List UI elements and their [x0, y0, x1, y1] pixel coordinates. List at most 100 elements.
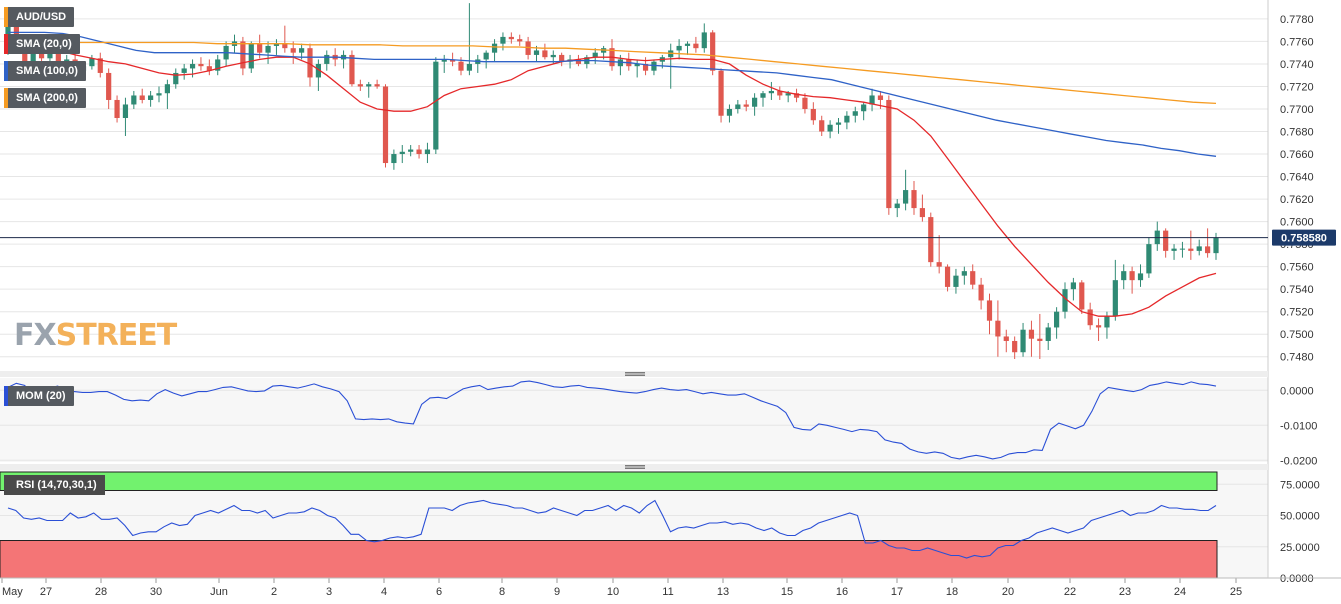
candle: [1121, 264, 1127, 290]
sma20-swatch: [4, 34, 8, 54]
price-tick-label: 0.7780: [1280, 14, 1314, 26]
candle-body: [903, 190, 909, 204]
candle: [106, 68, 112, 109]
candle: [1087, 302, 1093, 330]
candle-body: [1028, 329, 1035, 339]
candle-body: [30, 50, 36, 62]
pane-dividers[interactable]: [0, 371, 1268, 470]
candle: [995, 300, 1001, 357]
candle-body: [684, 43, 691, 46]
x-tick-label: 6: [436, 586, 442, 598]
candle-body: [642, 63, 649, 71]
candle-body: [936, 262, 942, 267]
candle: [542, 43, 548, 60]
legend-sma20[interactable]: SMA (20,0): [4, 34, 80, 54]
candle-body: [953, 275, 959, 287]
candle: [382, 84, 389, 168]
candle-body: [894, 203, 900, 209]
candle-body: [785, 93, 791, 96]
logo-street: STREET: [55, 318, 178, 353]
mom-tick-label: -0.0100: [1280, 420, 1317, 432]
x-tick-label: 24: [1174, 586, 1186, 598]
candle: [844, 111, 850, 130]
candle-body: [1137, 273, 1144, 281]
candle-body: [131, 95, 137, 105]
candle: [768, 81, 774, 100]
candle: [206, 59, 212, 76]
candle: [869, 88, 875, 112]
candle: [89, 54, 95, 70]
candle-body: [1020, 329, 1026, 353]
main-pane-bg: [0, 0, 1268, 370]
mom-pane-bg: [0, 378, 1268, 462]
x-tick-label: 15: [781, 586, 793, 598]
current-price-tag: 0.758580: [0, 229, 1336, 246]
candle: [911, 181, 917, 215]
candle: [198, 57, 204, 71]
candle: [399, 145, 405, 164]
candle: [1054, 307, 1060, 339]
candle: [1003, 329, 1009, 353]
x-tick-label: 20: [1002, 586, 1014, 598]
candle-body: [273, 43, 280, 46]
candle: [391, 149, 397, 170]
candle-body: [869, 95, 875, 105]
x-tick-label: 27: [40, 586, 52, 598]
price-tick-label: 0.7600: [1280, 217, 1314, 229]
candle: [701, 23, 707, 53]
candle: [173, 68, 179, 89]
rsi-line: [7, 499, 1217, 559]
x-tick-label: 23: [1119, 586, 1131, 598]
candle: [970, 264, 976, 290]
price-tick-label: 0.7720: [1280, 81, 1314, 93]
candle-body: [986, 300, 993, 321]
candle: [802, 93, 808, 114]
legend-rsi[interactable]: RSI (14,70,30,1): [4, 475, 105, 495]
candle: [819, 115, 825, 137]
candle-body: [89, 58, 95, 67]
candle-body: [357, 84, 363, 87]
candle: [114, 95, 120, 123]
candle: [416, 145, 422, 159]
candle: [1062, 282, 1068, 319]
main-mom-divider[interactable]: [0, 371, 1268, 377]
price-tick-label: 0.7480: [1280, 352, 1314, 364]
candle-body: [651, 61, 657, 71]
x-tick-label: 2: [271, 586, 277, 598]
symbol-badge[interactable]: AUD/USD: [4, 7, 75, 27]
mom-axis: 0.0000 -0.0100 -0.0200: [1280, 385, 1317, 467]
candle: [366, 81, 372, 98]
mom-rsi-divider[interactable]: [0, 464, 1268, 470]
rsi-axis: 75.0000 50.0000 25.0000 0.0000: [1280, 479, 1320, 585]
candle: [928, 212, 934, 267]
candle-body: [693, 43, 699, 49]
x-tick-label: 16: [836, 586, 848, 598]
mom-tick-label: 0.0000: [1280, 385, 1314, 397]
x-tick-label: 10: [607, 586, 619, 598]
candle: [852, 106, 858, 123]
candle-body: [173, 72, 179, 85]
candle: [1205, 228, 1211, 258]
candle-body: [307, 48, 313, 78]
candle: [1196, 239, 1202, 256]
legend-sma200[interactable]: SMA (200,0): [4, 88, 86, 108]
legend-mom[interactable]: MOM (20): [4, 386, 74, 406]
candle-body: [424, 149, 431, 155]
candle-body: [38, 50, 45, 59]
candle-body: [995, 320, 1001, 337]
legend-sma100[interactable]: SMA (100,0): [4, 61, 86, 81]
x-tick-label: 28: [95, 586, 107, 598]
candle-body: [282, 43, 288, 49]
candle: [349, 50, 355, 87]
price-axis: 0.7780 0.7760 0.7740 0.7720 0.7700 0.7680 0.76…: [1280, 14, 1314, 364]
candle-body: [710, 32, 716, 71]
candle: [1112, 259, 1118, 321]
candle-body: [399, 151, 405, 155]
candle: [1070, 277, 1076, 301]
candle-body: [1205, 246, 1211, 254]
candle-body: [1045, 327, 1051, 341]
candle-body: [164, 84, 170, 94]
price-tick-label: 0.7520: [1280, 307, 1314, 319]
candle-body: [533, 50, 540, 55]
sma200-label: SMA (200,0): [16, 92, 78, 104]
